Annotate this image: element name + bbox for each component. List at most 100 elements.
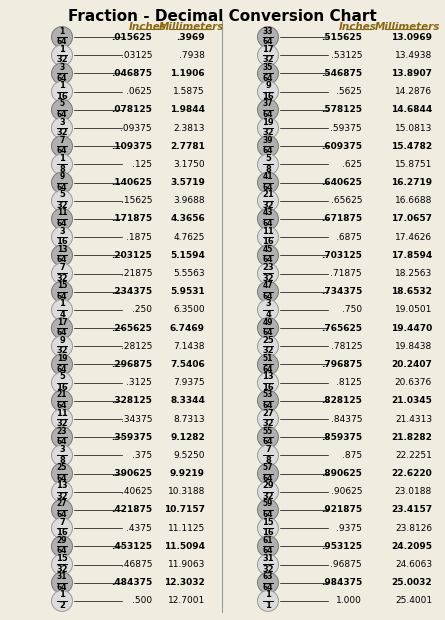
Text: 17.8594: 17.8594: [391, 251, 432, 260]
Text: 11.9063: 11.9063: [168, 560, 205, 569]
Text: .703125: .703125: [321, 251, 362, 260]
Circle shape: [52, 554, 73, 575]
Text: 16.2719: 16.2719: [391, 178, 432, 187]
Text: 17.4626: 17.4626: [395, 232, 432, 242]
Circle shape: [258, 445, 279, 466]
Text: .8125: .8125: [336, 378, 362, 387]
Text: 32: 32: [56, 565, 68, 574]
Text: 64: 64: [263, 146, 273, 156]
Text: 32: 32: [56, 128, 68, 137]
Text: 13: 13: [262, 372, 274, 381]
Text: 32: 32: [56, 201, 68, 210]
Text: 1: 1: [59, 27, 65, 35]
Text: .9375: .9375: [336, 524, 362, 533]
Circle shape: [52, 190, 73, 211]
Text: 16: 16: [56, 383, 68, 392]
Text: 64: 64: [263, 510, 273, 519]
Text: .500: .500: [132, 596, 152, 605]
Text: .421875: .421875: [111, 505, 152, 515]
Text: 32: 32: [262, 419, 274, 428]
Text: 3: 3: [59, 63, 65, 72]
Text: 7.1438: 7.1438: [174, 342, 205, 351]
Circle shape: [52, 518, 73, 539]
Text: 5: 5: [60, 99, 65, 108]
Circle shape: [52, 81, 73, 102]
Text: 13.4938: 13.4938: [395, 51, 432, 60]
Text: 16.6688: 16.6688: [395, 197, 432, 205]
Circle shape: [52, 445, 73, 466]
Circle shape: [258, 245, 279, 266]
Text: 16: 16: [262, 528, 274, 538]
Text: 8: 8: [59, 164, 65, 174]
Circle shape: [52, 281, 73, 302]
Text: 3: 3: [265, 299, 271, 308]
Text: .609375: .609375: [321, 142, 362, 151]
Circle shape: [258, 409, 279, 430]
Text: .328125: .328125: [111, 396, 152, 405]
Text: 32: 32: [56, 55, 68, 64]
Text: .296875: .296875: [111, 360, 152, 369]
Text: 27: 27: [57, 500, 67, 508]
Text: 21.0345: 21.0345: [391, 396, 432, 405]
Text: 64: 64: [57, 583, 67, 592]
Text: .859375: .859375: [321, 433, 362, 441]
Text: .71875: .71875: [330, 269, 362, 278]
Text: Millimeters: Millimeters: [158, 22, 224, 32]
Text: 25.4001: 25.4001: [395, 596, 432, 605]
Text: 24.2095: 24.2095: [391, 542, 432, 551]
Text: 64: 64: [263, 292, 273, 301]
Text: 11: 11: [57, 208, 67, 218]
Text: 8: 8: [59, 456, 65, 464]
Text: 27: 27: [262, 409, 274, 417]
Text: .515625: .515625: [321, 33, 362, 42]
Circle shape: [258, 63, 279, 84]
Text: 24.6063: 24.6063: [395, 560, 432, 569]
Text: 6.3500: 6.3500: [174, 306, 205, 314]
Text: 31: 31: [57, 572, 67, 581]
Text: .359375: .359375: [111, 433, 152, 441]
Circle shape: [52, 372, 73, 393]
Text: 32: 32: [262, 128, 274, 137]
Text: 8.7313: 8.7313: [174, 415, 205, 423]
Circle shape: [258, 590, 279, 611]
Text: .375: .375: [132, 451, 152, 460]
Text: 16: 16: [262, 92, 274, 101]
Text: 8.3344: 8.3344: [170, 396, 205, 405]
Text: 16: 16: [262, 237, 274, 246]
Text: .828125: .828125: [321, 396, 362, 405]
Circle shape: [258, 427, 279, 448]
Text: 20.2407: 20.2407: [391, 360, 432, 369]
Text: 32: 32: [262, 347, 274, 355]
Circle shape: [52, 463, 73, 484]
Text: 20.6376: 20.6376: [395, 378, 432, 387]
Circle shape: [52, 590, 73, 611]
Text: 2.7781: 2.7781: [170, 142, 205, 151]
Text: 59: 59: [263, 500, 273, 508]
Text: 19: 19: [57, 354, 67, 363]
Text: 16: 16: [262, 383, 274, 392]
Text: 64: 64: [263, 328, 273, 337]
Text: .96875: .96875: [330, 560, 362, 569]
Text: .250: .250: [132, 306, 152, 314]
Text: 15.0813: 15.0813: [395, 123, 432, 133]
Text: .46875: .46875: [121, 560, 152, 569]
Circle shape: [258, 518, 279, 539]
Text: .140625: .140625: [111, 178, 152, 187]
Text: .4375: .4375: [126, 524, 152, 533]
Text: 7: 7: [59, 136, 65, 144]
Text: .171875: .171875: [111, 215, 152, 223]
Circle shape: [52, 500, 73, 520]
Circle shape: [258, 263, 279, 284]
Text: 21.4313: 21.4313: [395, 415, 432, 423]
Circle shape: [258, 572, 279, 593]
Text: 19.0501: 19.0501: [395, 306, 432, 314]
Text: 19: 19: [262, 118, 274, 126]
Text: 1: 1: [59, 45, 65, 54]
Text: 57: 57: [263, 463, 273, 472]
Text: 1.1906: 1.1906: [170, 69, 205, 78]
Text: 32: 32: [262, 565, 274, 574]
Text: 33: 33: [263, 27, 273, 35]
Text: 17: 17: [57, 317, 67, 327]
Text: 64: 64: [57, 474, 67, 483]
Text: .15625: .15625: [121, 197, 152, 205]
